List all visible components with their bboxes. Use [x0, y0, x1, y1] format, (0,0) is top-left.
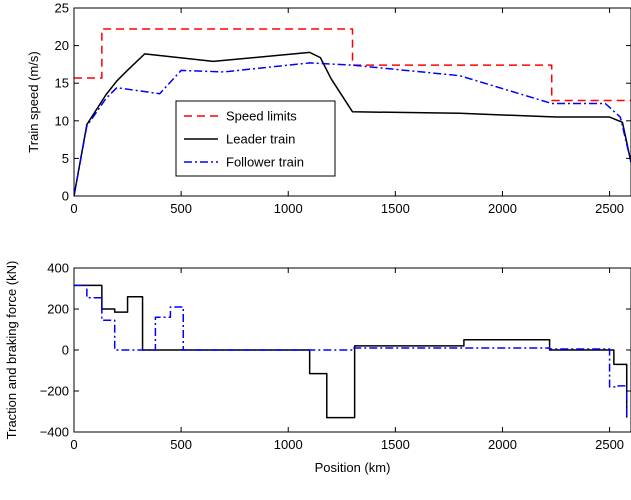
y-tick-label: −400 — [40, 425, 69, 440]
x-tick-label: 1000 — [274, 437, 303, 452]
series-line-speed-limits — [74, 28, 631, 102]
legend-label: Leader train — [226, 132, 295, 147]
y-tick-label: 15 — [55, 76, 69, 91]
x-tick-label: 2500 — [595, 437, 624, 452]
y-tick-label: 0 — [62, 343, 69, 358]
series-line-1-1 — [74, 284, 628, 418]
y-tick-label: 200 — [47, 302, 69, 317]
y-tick-label: 25 — [55, 1, 69, 16]
y-tick-label: 5 — [62, 151, 69, 166]
y-axis-label: Train speed (m/s) — [26, 51, 41, 152]
series-line-1-0 — [74, 284, 628, 419]
x-tick-label: 2000 — [488, 201, 517, 216]
speed-chart: 0 500 1000 1500 2000 2500 0 5 10 15 20 25 Train spee… — [26, 1, 631, 216]
x-tick-label: 500 — [170, 201, 192, 216]
x-tick-label: 1000 — [274, 201, 303, 216]
x-tick-label: 1500 — [381, 437, 410, 452]
force-chart: 0 500 1000 1500 2000 2500 −400 −200 0 200 400 Tract… — [4, 261, 631, 475]
plot-frame — [73, 7, 631, 197]
x-tick-label: 0 — [70, 437, 77, 452]
y-tick-label: 20 — [55, 38, 69, 53]
plot-frame — [73, 267, 631, 433]
x-tick-label: 2500 — [595, 201, 624, 216]
series-line-leader-train — [74, 51, 631, 196]
x-tick-label: 0 — [70, 201, 77, 216]
legend-label: Follower train — [226, 155, 304, 170]
series-group — [74, 28, 631, 196]
y-tick-label: 400 — [47, 261, 69, 276]
y-tick-label: 0 — [62, 189, 69, 204]
series-group — [74, 284, 628, 419]
x-tick-label: 1500 — [381, 201, 410, 216]
x-tick-label: 500 — [170, 437, 192, 452]
y-axis-label: Traction and braking force (kN) — [4, 261, 19, 440]
x-tick-label: 2000 — [488, 437, 517, 452]
y-tick-label: 10 — [55, 113, 69, 128]
legend-label: Speed limits — [226, 109, 297, 124]
x-axis-label: Position (km) — [315, 460, 391, 475]
legend: Speed limits Leader train Follower train — [175, 100, 336, 177]
series-line-follower-train — [74, 62, 631, 196]
y-tick-label: −200 — [40, 384, 69, 399]
